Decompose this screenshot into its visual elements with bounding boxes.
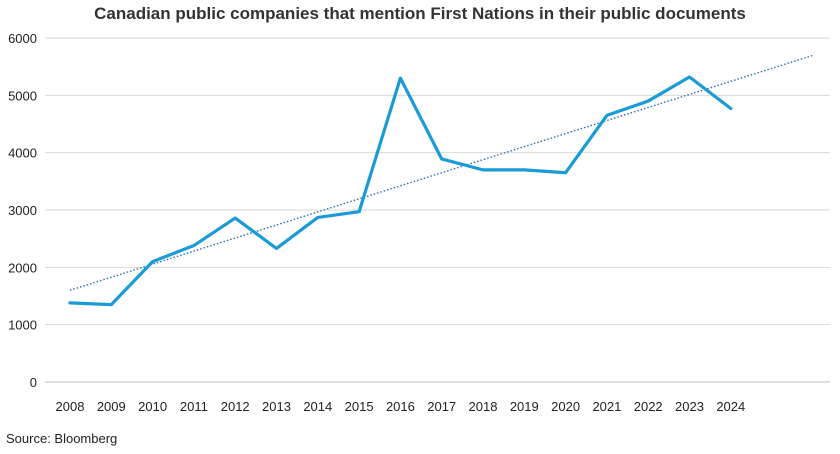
x-tick-label: 2013	[262, 399, 291, 414]
x-tick-label: 2017	[427, 399, 456, 414]
x-tick-label: 2021	[592, 399, 621, 414]
series-line	[68, 75, 733, 307]
y-tick-label: 6000	[8, 31, 37, 46]
y-tick-label: 1000	[8, 318, 37, 333]
trendline	[69, 54, 814, 291]
chart-title: Canadian public companies that mention F…	[94, 4, 746, 23]
y-tick-label: 3000	[8, 203, 37, 218]
y-tick-label: 0	[30, 375, 37, 390]
x-tick-label: 2010	[138, 399, 167, 414]
x-tick-label: 2016	[386, 399, 415, 414]
x-tick-label: 2020	[551, 399, 580, 414]
x-tick-label: 2014	[303, 399, 332, 414]
y-tick-label: 2000	[8, 260, 37, 275]
x-tick-label: 2012	[221, 399, 250, 414]
y-tick-label: 5000	[8, 88, 37, 103]
x-tick-label: 2015	[345, 399, 374, 414]
source-note: Source: Bloomberg	[6, 431, 118, 446]
x-tick-label: 2018	[469, 399, 498, 414]
x-tick-label: 2009	[97, 399, 126, 414]
x-tick-label: 2023	[675, 399, 704, 414]
x-tick-label: 2019	[510, 399, 539, 414]
x-tick-label: 2011	[180, 399, 208, 414]
x-tick-label: 2008	[56, 399, 85, 414]
x-tick-label: 2024	[716, 399, 745, 414]
x-tick-label: 2022	[634, 399, 663, 414]
y-tick-label: 4000	[8, 146, 37, 161]
